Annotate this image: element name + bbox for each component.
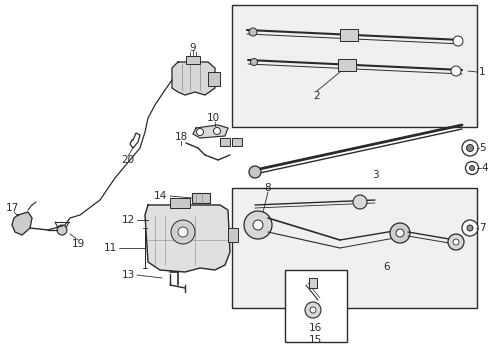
Circle shape (353, 195, 367, 209)
Circle shape (462, 140, 478, 156)
Bar (338, 59, 356, 71)
Bar (309, 278, 317, 288)
Text: 11: 11 (103, 243, 117, 253)
Polygon shape (172, 62, 215, 95)
Text: 4: 4 (482, 163, 489, 173)
Text: 9: 9 (190, 43, 196, 53)
Polygon shape (145, 205, 230, 272)
Text: 19: 19 (72, 239, 85, 249)
Bar (220, 138, 230, 146)
Bar (285, 270, 347, 342)
Bar (232, 138, 242, 146)
Polygon shape (12, 212, 32, 235)
Text: 17: 17 (5, 203, 19, 213)
Circle shape (462, 220, 478, 236)
Text: 10: 10 (206, 113, 220, 123)
Text: 6: 6 (384, 262, 391, 272)
Text: 20: 20 (122, 155, 135, 165)
Circle shape (310, 307, 316, 313)
Circle shape (448, 234, 464, 250)
Text: 12: 12 (122, 215, 135, 225)
Circle shape (469, 166, 474, 171)
Bar (192, 193, 210, 203)
Circle shape (390, 223, 410, 243)
Bar (208, 72, 220, 86)
Bar (232, 188, 477, 308)
Circle shape (171, 220, 195, 244)
Circle shape (196, 129, 203, 135)
Text: 7: 7 (479, 223, 485, 233)
Text: 13: 13 (122, 270, 135, 280)
Text: 3: 3 (372, 170, 378, 180)
Circle shape (57, 225, 67, 235)
Circle shape (253, 220, 263, 230)
Circle shape (178, 227, 188, 237)
Text: 8: 8 (265, 183, 271, 193)
Text: 18: 18 (174, 132, 188, 142)
Circle shape (453, 36, 463, 46)
Circle shape (451, 66, 461, 76)
Circle shape (214, 127, 220, 135)
Bar (232, 5, 477, 127)
Circle shape (396, 229, 404, 237)
Circle shape (466, 162, 479, 175)
Text: 15: 15 (308, 335, 321, 345)
Circle shape (244, 211, 272, 239)
Text: 5: 5 (480, 143, 486, 153)
Circle shape (249, 28, 257, 36)
Bar (186, 56, 200, 64)
Polygon shape (193, 125, 228, 138)
Circle shape (249, 166, 261, 178)
Circle shape (305, 302, 321, 318)
Text: 2: 2 (314, 91, 320, 101)
Circle shape (466, 144, 473, 152)
Text: 14: 14 (153, 191, 167, 201)
Bar (228, 228, 238, 242)
Text: 16: 16 (308, 323, 321, 333)
Text: 1: 1 (479, 67, 485, 77)
Circle shape (250, 58, 258, 66)
Circle shape (453, 239, 459, 245)
Bar (340, 29, 358, 41)
Bar (170, 198, 190, 208)
Circle shape (467, 225, 473, 231)
